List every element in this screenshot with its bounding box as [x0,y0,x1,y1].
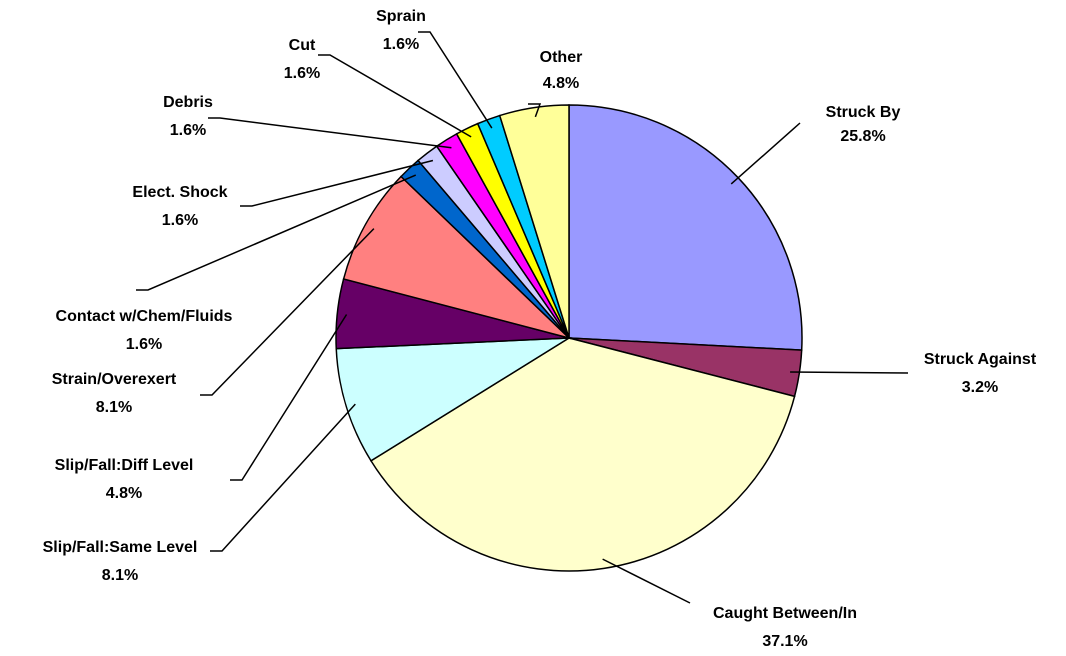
leader-line [200,228,375,396]
slice-value-label: 1.6% [170,122,206,139]
leader-line [208,117,452,149]
leader-line [418,31,493,129]
pie-slice [498,104,570,339]
leader-line [210,403,356,552]
slice-label: Slip/Fall:Diff Level [55,457,194,474]
leader-line [318,54,472,138]
slice-value-label: 1.6% [383,36,419,53]
slice-label: Sprain [376,8,426,25]
pie-slice [568,104,803,351]
slice-value-label: 37.1% [762,633,807,650]
slice-value-label: 1.6% [284,65,320,82]
slice-label: Struck Against [924,351,1037,368]
slice-label: Struck By [826,104,901,121]
slice-label: Caught Between/In [713,605,857,622]
slice-label: Contact w/Chem/Fluids [56,308,233,325]
slice-label: Elect. Shock [132,184,227,201]
slice-value-label: 8.1% [102,567,138,584]
pie-slice [342,175,572,340]
slice-value-label: 3.2% [962,379,998,396]
slice-value-label: 1.6% [162,212,198,229]
slice-label: Cut [289,37,316,54]
pie-slice [369,337,796,572]
leader-line [790,371,909,374]
slice-value-label: 25.8% [840,128,885,145]
slice-label: Debris [163,94,213,111]
leader-line [602,558,691,604]
slice-label: Slip/Fall:Same Level [43,539,198,556]
slice-label: Other [540,49,583,66]
pie-slice [335,337,572,462]
slice-label: Strain/Overexert [52,371,177,388]
slice-value-label: 1.6% [126,336,162,353]
leader-line [528,103,542,118]
slice-value-label: 8.1% [96,399,132,416]
slice-value-label: 4.8% [106,485,142,502]
leader-line [240,159,434,207]
leader-line [730,122,801,185]
leader-line [136,174,417,291]
slice-value-label: 4.8% [543,75,579,92]
leader-line [230,314,348,481]
